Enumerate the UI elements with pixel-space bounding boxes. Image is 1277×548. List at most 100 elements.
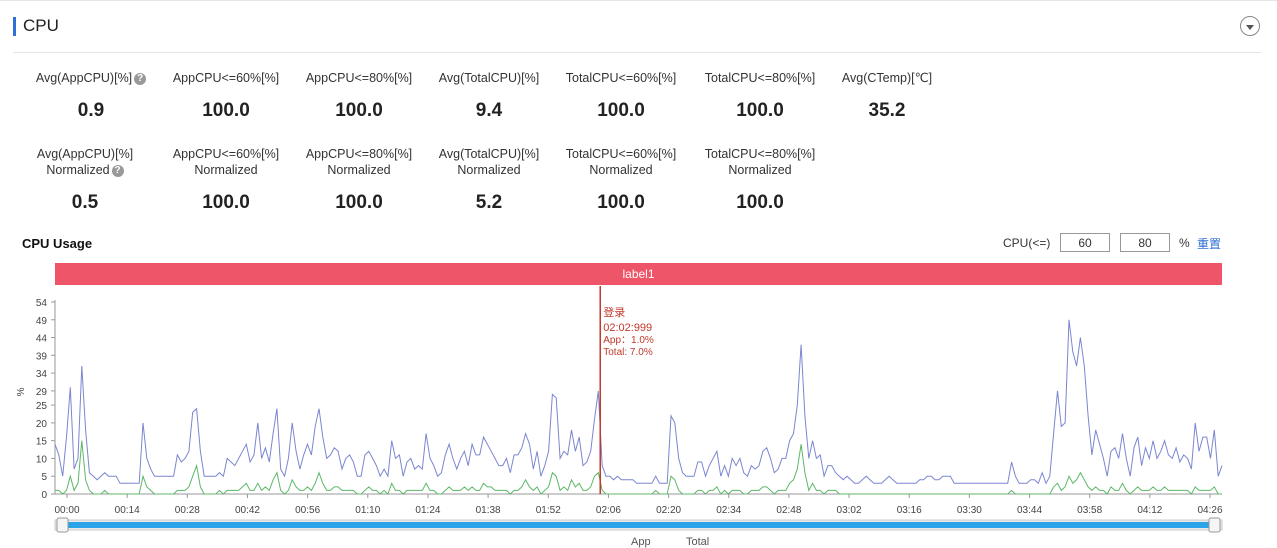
threshold-label: CPU(<=) bbox=[1003, 236, 1051, 250]
x-tick-label: 02:06 bbox=[596, 505, 621, 516]
series-line-total bbox=[54, 319, 1223, 485]
metric-value: 100.0 bbox=[202, 100, 250, 121]
x-tick-label: 01:10 bbox=[355, 505, 380, 516]
y-tick-label: 0 bbox=[41, 490, 47, 501]
y-tick-label: 5 bbox=[41, 472, 47, 483]
event-marker-text: Total: 7.0% bbox=[603, 347, 653, 358]
x-tick-label: 00:42 bbox=[235, 505, 260, 516]
x-tick-label: 04:26 bbox=[1197, 505, 1222, 516]
metric-avg-appcpu: Avg(AppCPU)[%]? 0.9 bbox=[26, 70, 156, 122]
x-tick-label: 03:58 bbox=[1077, 505, 1102, 516]
metric-appcpu-80: AppCPU<=80%[%] 100.0 bbox=[294, 70, 424, 122]
zoom-slider-handle-right[interactable] bbox=[1208, 517, 1221, 533]
y-tick-label: 54 bbox=[36, 298, 48, 309]
metric-value: 100.0 bbox=[736, 100, 784, 121]
cpu-usage-chart: 0 5 10 15 20 25 29 34 39 44 49 54% 00:00 00:14 00:28 0… bbox=[16, 286, 1223, 533]
event-marker-text: App：1.0% bbox=[603, 335, 654, 346]
x-tick-label: 00:28 bbox=[175, 505, 200, 516]
threshold-input-2[interactable] bbox=[1120, 233, 1170, 252]
series-line-app bbox=[55, 440, 1222, 495]
threshold-input-1[interactable] bbox=[1060, 233, 1110, 252]
help-icon[interactable]: ? bbox=[134, 72, 147, 85]
metric-label: AppCPU<=80%[%] bbox=[305, 147, 413, 161]
x-tick-label: 04:12 bbox=[1137, 505, 1162, 516]
help-icon[interactable]: ? bbox=[111, 164, 124, 177]
x-tick-label: 02:20 bbox=[656, 505, 681, 516]
x-tick-label: 03:16 bbox=[897, 505, 922, 516]
metric-sublabel: Normalized bbox=[46, 163, 110, 177]
chart-title: CPU Usage bbox=[22, 236, 93, 251]
metric-sublabel: Normalized bbox=[194, 163, 258, 177]
metric-totalcpu-60: TotalCPU<=60%[%] 100.0 bbox=[556, 70, 686, 122]
metric-appcpu-80-normalized: AppCPU<=80%[%] Normalized 100.0 bbox=[294, 146, 424, 214]
x-tick-label: 01:52 bbox=[536, 505, 561, 516]
zoom-slider-handle-left[interactable] bbox=[56, 517, 69, 533]
x-tick-label: 01:24 bbox=[415, 505, 440, 516]
metric-value: 0.9 bbox=[77, 100, 105, 121]
metric-avg-totalcpu-normalized: Avg(TotalCPU)[%] Normalized 5.2 bbox=[424, 146, 554, 214]
metric-value: 9.4 bbox=[475, 100, 503, 121]
metric-avg-ctemp: Avg(CTemp)[℃] 35.2 bbox=[822, 70, 952, 122]
reset-link[interactable]: 重置 bbox=[1197, 237, 1222, 251]
label-bar[interactable]: label1 bbox=[55, 263, 1222, 285]
top-border bbox=[0, 0, 1277, 1]
metric-label: Avg(TotalCPU)[%] bbox=[438, 147, 540, 161]
x-tick-label: 02:34 bbox=[716, 505, 741, 516]
metric-value: 100.0 bbox=[736, 192, 784, 213]
x-tick-label: 01:38 bbox=[476, 505, 501, 516]
x-tick-label: 00:56 bbox=[295, 505, 320, 516]
metric-totalcpu-80: TotalCPU<=80%[%] 100.0 bbox=[695, 70, 825, 122]
metric-value: 100.0 bbox=[335, 100, 383, 121]
metric-label: AppCPU<=80%[%] bbox=[305, 71, 413, 85]
section-title: CPU bbox=[23, 16, 59, 35]
y-tick-label: 29 bbox=[36, 387, 48, 398]
y-tick-label: 15 bbox=[36, 437, 48, 448]
metric-label: TotalCPU<=60%[%] bbox=[565, 147, 677, 161]
metric-appcpu-60-normalized: AppCPU<=60%[%] Normalized 100.0 bbox=[161, 146, 291, 214]
metric-label: AppCPU<=60%[%] bbox=[172, 147, 280, 161]
metric-totalcpu-80-normalized: TotalCPU<=80%[%] Normalized 100.0 bbox=[695, 146, 825, 214]
y-tick-label: 10 bbox=[36, 454, 48, 465]
metric-avg-totalcpu: Avg(TotalCPU)[%] 9.4 bbox=[424, 70, 554, 122]
metric-appcpu-60: AppCPU<=60%[%] 100.0 bbox=[161, 70, 291, 122]
legend-total[interactable]: Total bbox=[686, 536, 710, 548]
x-tick-label: 03:44 bbox=[1017, 505, 1042, 516]
metric-label: Avg(CTemp)[℃] bbox=[841, 71, 933, 85]
metric-value: 35.2 bbox=[868, 100, 906, 121]
metric-sublabel: Normalized bbox=[589, 163, 653, 177]
event-marker-text: 登录 bbox=[603, 305, 625, 319]
y-axis-label: % bbox=[16, 387, 27, 396]
y-tick-label: 49 bbox=[36, 316, 48, 327]
metric-value: 5.2 bbox=[475, 192, 503, 213]
metric-label: TotalCPU<=60%[%] bbox=[565, 71, 677, 85]
metric-value: 100.0 bbox=[335, 192, 383, 213]
x-tick-label: 02:48 bbox=[776, 505, 801, 516]
section-accent-bar bbox=[13, 17, 16, 36]
metric-label: Avg(AppCPU)[%] bbox=[36, 147, 134, 161]
metric-label: TotalCPU<=80%[%] bbox=[704, 147, 816, 161]
metric-sublabel: Normalized bbox=[457, 163, 521, 177]
metric-sublabel: Normalized bbox=[728, 163, 792, 177]
y-tick-label: 34 bbox=[36, 369, 48, 380]
y-tick-label: 20 bbox=[36, 419, 48, 430]
x-tick-label: 03:02 bbox=[837, 505, 862, 516]
collapse-button[interactable] bbox=[1240, 16, 1260, 36]
y-tick-label: 39 bbox=[36, 351, 48, 362]
metric-value: 0.5 bbox=[71, 192, 99, 213]
metric-label: Avg(TotalCPU)[%] bbox=[438, 71, 540, 85]
metric-value: 100.0 bbox=[597, 192, 645, 213]
x-tick-label: 00:00 bbox=[54, 505, 79, 516]
metric-label: AppCPU<=60%[%] bbox=[172, 71, 280, 85]
metric-value: 100.0 bbox=[202, 192, 250, 213]
percent-label: % bbox=[1179, 236, 1190, 250]
x-tick-label: 03:30 bbox=[957, 505, 982, 516]
metric-label: Avg(AppCPU)[%] bbox=[35, 71, 133, 85]
y-tick-label: 25 bbox=[36, 401, 48, 412]
metric-label: TotalCPU<=80%[%] bbox=[704, 71, 816, 85]
zoom-slider-range bbox=[63, 522, 1214, 528]
header-divider bbox=[13, 52, 1261, 53]
metric-totalcpu-60-normalized: TotalCPU<=60%[%] Normalized 100.0 bbox=[556, 146, 686, 214]
chevron-down-icon bbox=[1246, 24, 1254, 30]
event-marker-text: 02:02:999 bbox=[603, 322, 652, 334]
legend-app[interactable]: App bbox=[631, 536, 651, 548]
